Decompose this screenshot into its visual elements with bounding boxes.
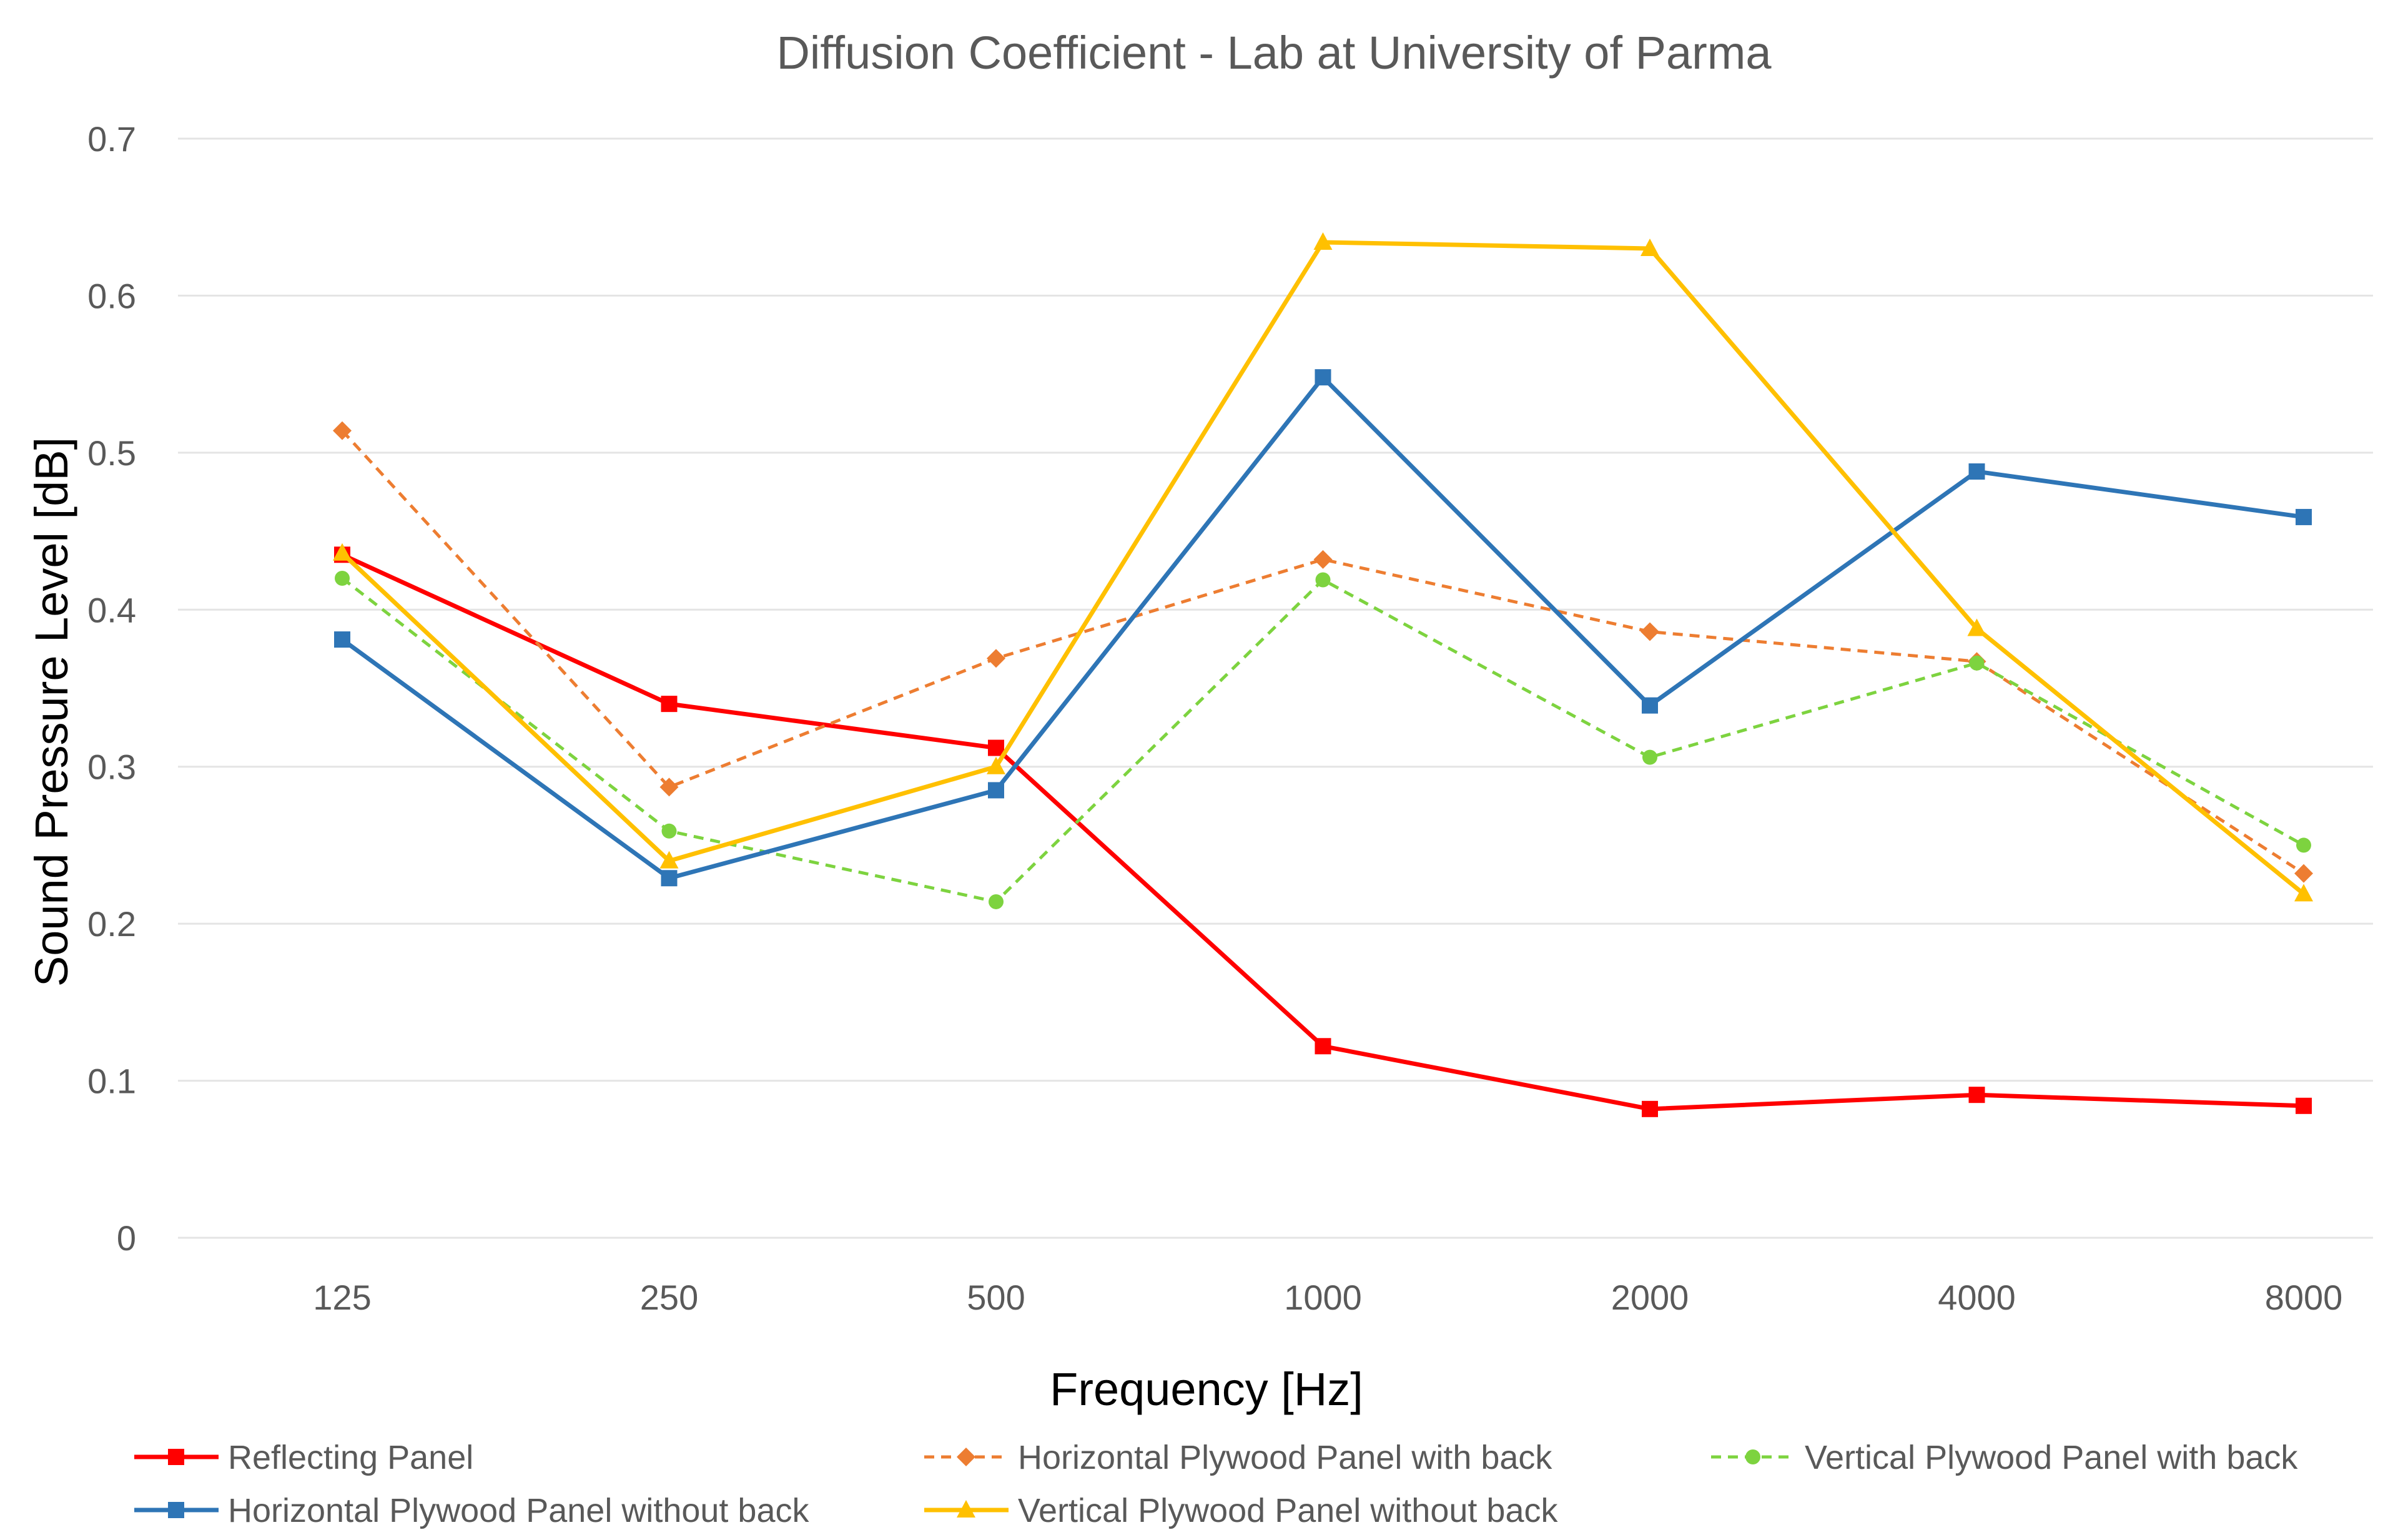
y-tick-label: 0.5 <box>87 433 136 473</box>
data-point <box>987 649 1005 668</box>
data-point <box>989 894 1004 909</box>
data-point <box>988 782 1004 799</box>
data-point <box>1642 749 1657 765</box>
data-point <box>1313 550 1333 569</box>
y-axis-ticks: 0 0.1 0.2 0.3 0.4 0.5 0.6 0.7 <box>87 119 136 1258</box>
legend-marker <box>1745 1449 1760 1464</box>
data-point <box>1968 1087 1985 1103</box>
data-point <box>335 571 350 586</box>
y-tick-label: 0.1 <box>87 1062 136 1101</box>
y-tick-label: 0.3 <box>87 748 136 787</box>
y-tick-label: 0 <box>117 1218 136 1258</box>
data-point <box>1641 239 1659 256</box>
x-tick-label: 8000 <box>2265 1278 2343 1317</box>
legend-marker <box>168 1502 184 1518</box>
data-point <box>659 777 679 797</box>
data-point <box>333 421 352 440</box>
data-point <box>1315 1038 1331 1055</box>
x-axis-ticks: 125 250 500 1000 2000 4000 8000 <box>313 1278 2342 1317</box>
legend-label: Reflecting Panel <box>228 1439 473 1476</box>
x-tick-label: 2000 <box>1611 1278 1689 1317</box>
chart-title: Diffusion Coefficient - Lab at Universit… <box>776 27 1772 79</box>
data-point <box>1315 572 1331 588</box>
data-point <box>987 756 1005 774</box>
legend-label: Horizontal Plywood Panel without back <box>228 1492 809 1529</box>
series-5 <box>333 232 2313 902</box>
data-point <box>1313 232 1333 250</box>
legend-marker <box>957 1500 975 1518</box>
data-point <box>2296 1097 2312 1114</box>
data-point <box>333 543 352 561</box>
y-tick-label: 0.4 <box>87 590 136 629</box>
series-4 <box>334 369 2312 887</box>
data-point <box>1642 697 1658 714</box>
legend-entry: Vertical Plywood Panel without back <box>924 1492 1558 1529</box>
data-point <box>1968 463 1985 480</box>
data-point <box>661 870 678 887</box>
data-point <box>2294 884 2313 902</box>
series-1 <box>334 546 2312 1117</box>
y-tick-label: 0.2 <box>87 904 136 944</box>
legend-entry: Horizontal Plywood Panel without back <box>134 1492 809 1529</box>
data-point <box>661 696 678 713</box>
x-tick-label: 125 <box>313 1278 371 1317</box>
legend-marker <box>168 1449 184 1465</box>
data-point <box>661 823 677 839</box>
x-tick-label: 1000 <box>1284 1278 1362 1317</box>
data-point <box>659 851 679 869</box>
y-tick-label: 0.6 <box>87 276 136 315</box>
legend-label: Vertical Plywood Panel with back <box>1805 1439 2298 1476</box>
y-tick-label: 0.7 <box>87 119 136 159</box>
y-axis-label: Sound Pressure Level [dB] <box>26 437 77 987</box>
gridlines <box>178 137 2373 1239</box>
x-tick-label: 4000 <box>1938 1278 2016 1317</box>
series-lines <box>333 232 2313 1117</box>
legend-label: Vertical Plywood Panel without back <box>1018 1492 1558 1529</box>
x-axis-label: Frequency [Hz] <box>1050 1363 1363 1415</box>
x-tick-label: 500 <box>967 1278 1025 1317</box>
series-2 <box>333 421 2313 883</box>
data-point <box>1969 655 1985 671</box>
data-point <box>1967 618 1986 636</box>
legend-entry: Reflecting Panel <box>134 1439 473 1476</box>
data-point <box>1642 1100 1658 1117</box>
legend-marker <box>957 1448 975 1466</box>
legend-entry: Vertical Plywood Panel with back <box>1711 1439 2298 1476</box>
data-point <box>2294 864 2313 883</box>
data-point <box>1315 369 1331 386</box>
series-3 <box>335 571 2311 909</box>
data-point <box>334 631 350 648</box>
data-point <box>2296 508 2312 525</box>
x-tick-label: 250 <box>640 1278 698 1317</box>
legend-entry: Horizontal Plywood Panel with back <box>924 1439 1552 1476</box>
legend-label: Horizontal Plywood Panel with back <box>1018 1439 1552 1476</box>
legend: Reflecting Panel Horizontal Plywood Panel… <box>134 1439 2298 1529</box>
data-point <box>2296 837 2311 853</box>
data-point <box>1641 622 1659 641</box>
data-point <box>988 739 1004 756</box>
